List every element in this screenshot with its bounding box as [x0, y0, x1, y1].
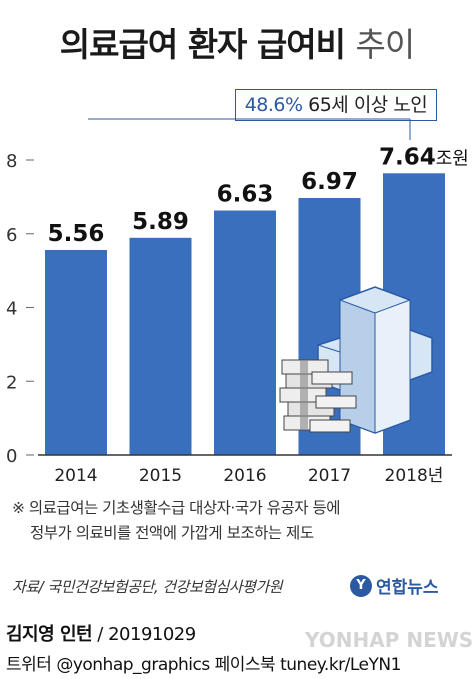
value-unit: 조원	[436, 148, 469, 169]
value-label: 7.64조원	[379, 144, 469, 170]
footnote: ※ 의료급여는 기초생활수급 대상자·국가 유공자 등에 정부가 의료비를 전액…	[0, 496, 474, 546]
callout-percent: 48.6%	[244, 94, 303, 116]
chart-title: 의료급여 환자 급여비 추이	[0, 18, 474, 66]
medical-cross-with-cash-icon	[279, 286, 433, 434]
x-tick-label: 2017	[308, 466, 351, 486]
title-main: 의료급여 환자 급여비	[59, 25, 346, 64]
value-label: 6.63	[217, 182, 274, 208]
x-tick-label: 2018년	[385, 466, 444, 486]
yonhap-logo-text: 연합뉴스	[376, 578, 439, 598]
callout-text: 65세 이상 노인	[302, 94, 428, 116]
title-sub: 추이	[355, 25, 415, 64]
yonhap-logo-icon: Y	[350, 574, 372, 597]
y-tick-label: 6	[6, 225, 17, 246]
bar-2015	[129, 237, 192, 455]
bar-2014	[45, 249, 107, 455]
source-text: 자료/ 국민건강보험공단, 건강보험심사평가원	[12, 578, 283, 596]
x-tick-label: 2016	[223, 466, 266, 486]
y-tick-label: 8	[6, 151, 17, 172]
social-links: 트위터 @yonhap_graphics 페이스북 tuney.kr/LeYN1	[6, 655, 401, 675]
footnote-line-2: 정부가 의료비를 전액에 가깝게 보조하는 제도	[30, 524, 314, 542]
value-label: 5.56	[48, 221, 105, 247]
y-tick-label: 2	[6, 372, 17, 393]
x-axis: 2014 2015 2016 2017 2018년	[38, 454, 452, 486]
author-credit: 김지영 인턴 / 20191029	[6, 620, 196, 646]
value-label: 5.89	[132, 209, 189, 235]
x-tick-label: 2015	[139, 466, 182, 486]
y-tick-label: 4	[6, 299, 17, 320]
elderly-share-callout: 48.6% 65세 이상 노인	[235, 89, 437, 121]
bars-group: 5.56 5.89 6.63 6.97 7.64조원	[45, 144, 469, 455]
publish-date: / 20191029	[92, 624, 196, 645]
author-name: 김지영 인턴	[6, 624, 93, 645]
footnote-line-1: ※ 의료급여는 기초생활수급 대상자·국가 유공자 등에	[12, 499, 341, 517]
y-axis: 0 2 4 6 8	[6, 151, 34, 467]
yonhap-logo: Y 연합뉴스	[350, 573, 439, 598]
value-label: 6.97	[301, 169, 358, 195]
y-tick-label: 0	[6, 446, 17, 467]
x-tick-label: 2014	[54, 466, 97, 486]
watermark: YONHAP NEWS	[305, 628, 474, 652]
bar-2016	[214, 210, 276, 455]
